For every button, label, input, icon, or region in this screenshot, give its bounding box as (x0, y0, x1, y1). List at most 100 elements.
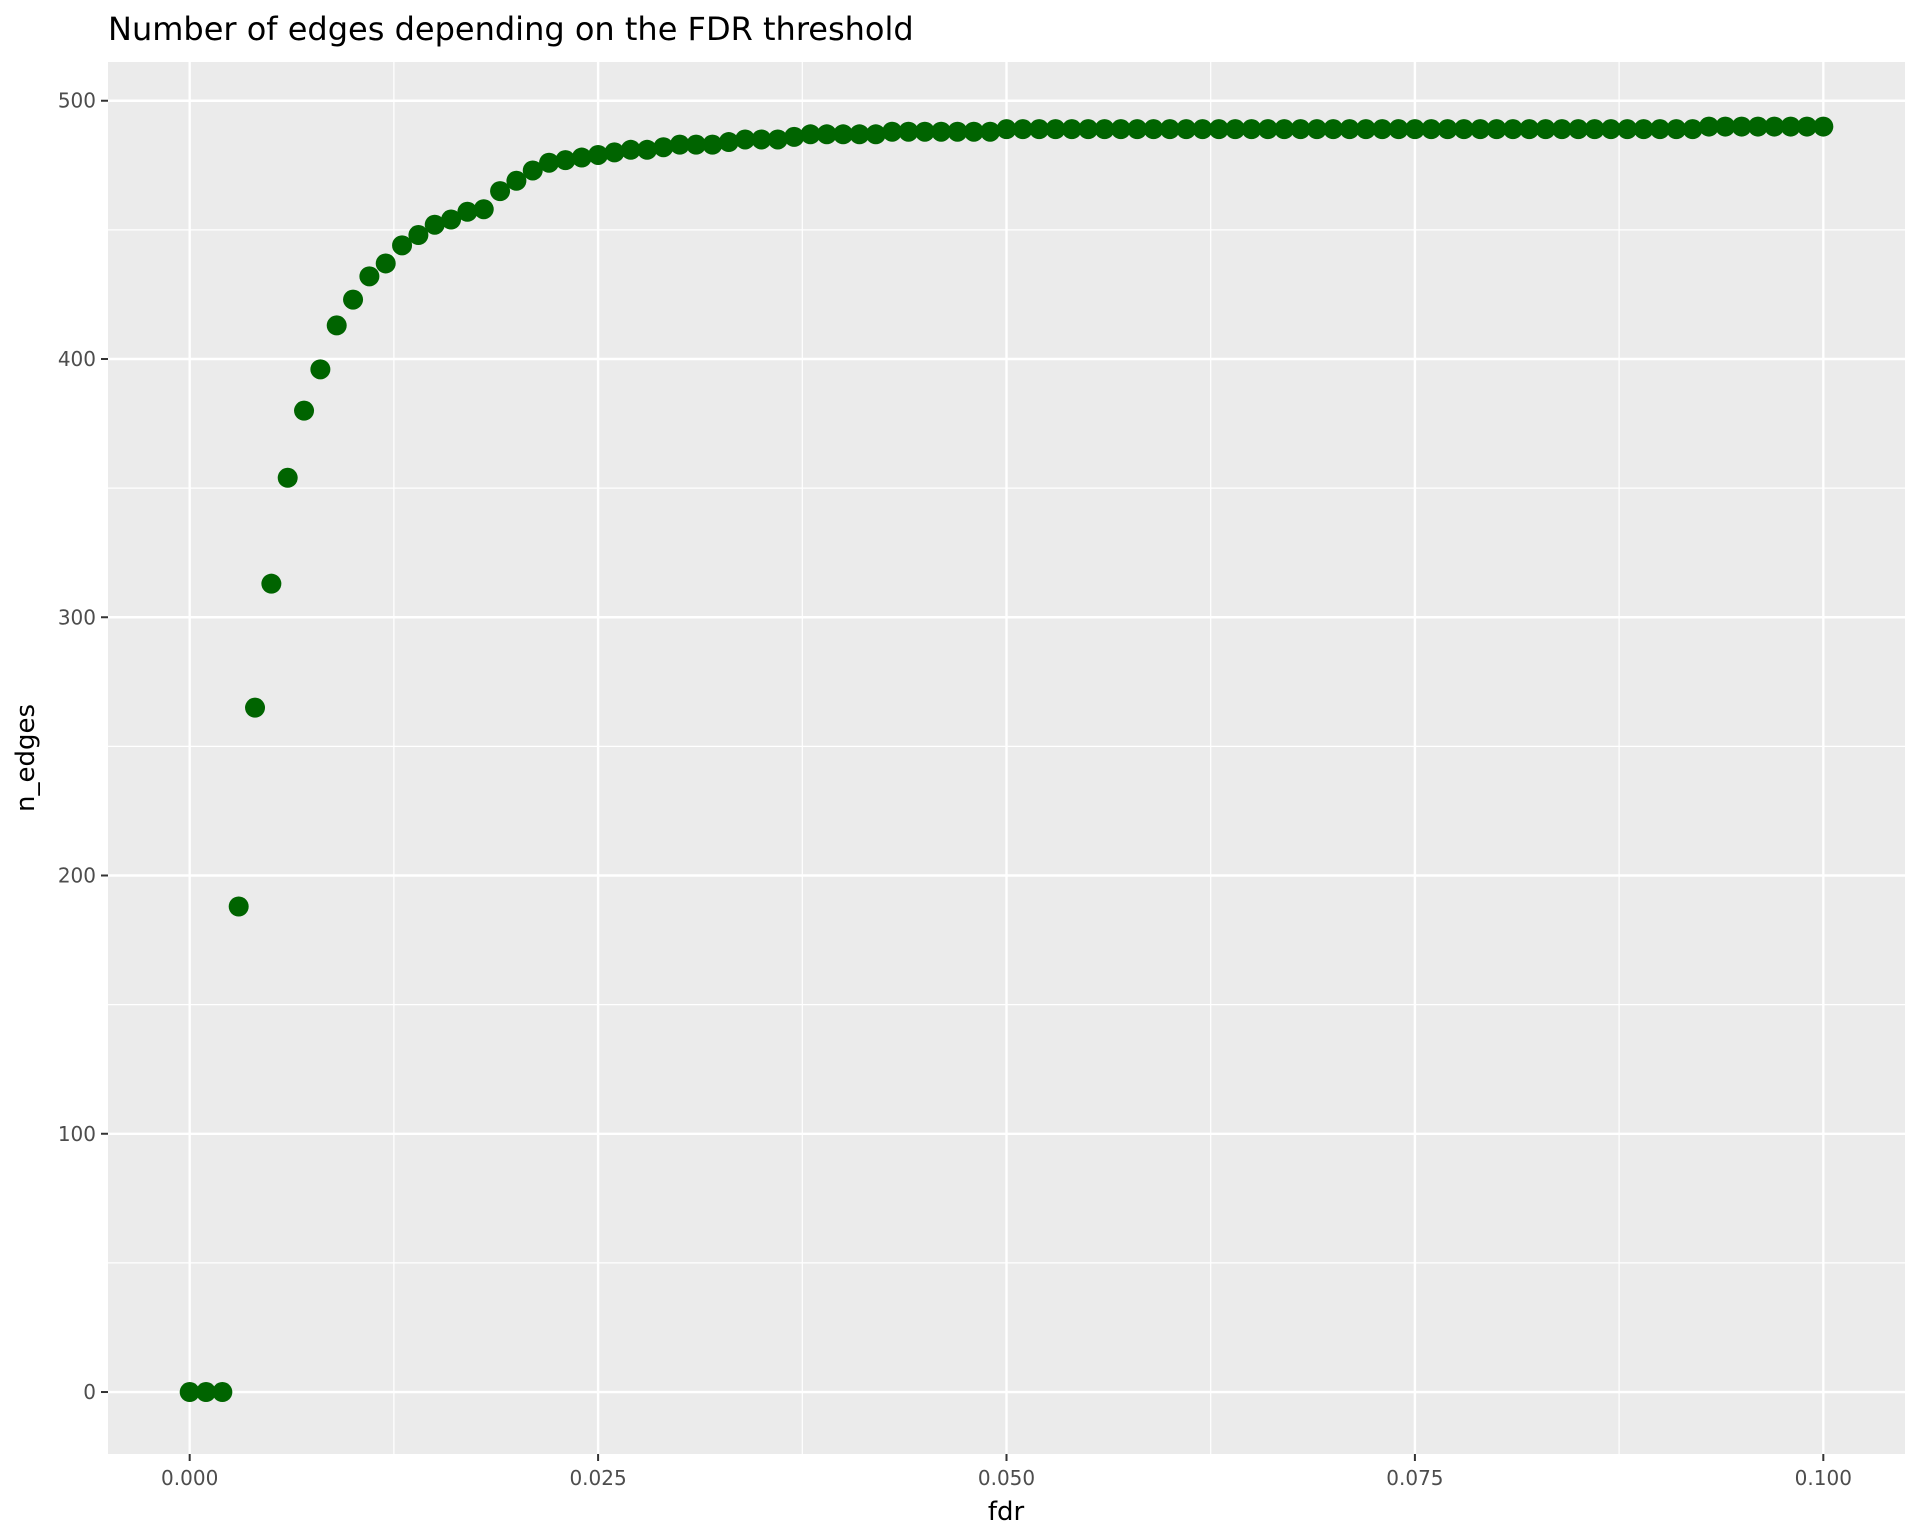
data-point (457, 201, 478, 222)
data-point (620, 139, 641, 160)
data-point (1323, 119, 1344, 140)
data-point (1568, 119, 1589, 140)
data-point (1306, 119, 1327, 140)
data-point (539, 152, 560, 173)
data-point (1192, 119, 1213, 140)
x-axis: 0.000 0.025 0.050 0.075 0.100 (161, 1454, 1852, 1490)
data-point (637, 139, 658, 160)
data-point (1127, 119, 1148, 140)
data-point (800, 124, 821, 145)
data-point (1551, 119, 1572, 140)
data-point (1045, 119, 1066, 140)
data-point (375, 253, 396, 274)
data-point (816, 124, 837, 145)
data-point (359, 266, 380, 287)
data-point (1421, 119, 1442, 140)
data-point (996, 119, 1017, 140)
y-tick-label: 300 (58, 605, 96, 629)
data-point (1617, 119, 1638, 140)
data-point (1470, 119, 1491, 140)
data-point (179, 1382, 200, 1403)
data-point (1747, 116, 1768, 137)
data-point (1257, 119, 1278, 140)
y-tick-label: 500 (58, 89, 96, 113)
data-point (1355, 119, 1376, 140)
data-point (718, 132, 739, 153)
data-point (1061, 119, 1082, 140)
data-point (1176, 119, 1197, 140)
data-point (833, 124, 854, 145)
data-point (1731, 116, 1752, 137)
data-point (702, 134, 723, 155)
x-tick-label: 0.000 (161, 1466, 218, 1490)
y-tick-label: 100 (58, 1122, 96, 1146)
data-point (196, 1382, 217, 1403)
data-point (1094, 119, 1115, 140)
data-point (1012, 119, 1033, 140)
data-point (1715, 116, 1736, 137)
data-point (1372, 119, 1393, 140)
y-tick-label: 0 (83, 1380, 96, 1404)
data-point (963, 121, 984, 142)
data-point (865, 124, 886, 145)
y-tick-label: 200 (58, 864, 96, 888)
x-axis-title: fdr (988, 1497, 1025, 1527)
data-point (1584, 119, 1605, 140)
data-point (490, 181, 511, 202)
data-point (1339, 119, 1360, 140)
data-point (1519, 119, 1540, 140)
data-point (277, 467, 298, 488)
data-point (408, 225, 429, 246)
data-point (1290, 119, 1311, 140)
data-point (947, 121, 968, 142)
data-point (1600, 119, 1621, 140)
data-point (914, 121, 935, 142)
data-point (1486, 119, 1507, 140)
data-point (473, 199, 494, 220)
data-point (1764, 116, 1785, 137)
data-point (326, 315, 347, 336)
data-point (735, 129, 756, 150)
data-point (980, 121, 1001, 142)
data-point (245, 697, 266, 718)
data-point (424, 214, 445, 235)
y-tick-label: 400 (58, 347, 96, 371)
data-point (588, 144, 609, 165)
data-point (1274, 119, 1295, 140)
x-tick-label: 0.050 (978, 1466, 1035, 1490)
data-point (686, 134, 707, 155)
data-point (1698, 116, 1719, 137)
data-point (849, 124, 870, 145)
data-point (1796, 116, 1817, 137)
data-point (212, 1382, 233, 1403)
y-axis-title: n_edges (11, 704, 41, 812)
data-point (343, 289, 364, 310)
x-tick-label: 0.025 (569, 1466, 626, 1490)
data-point (1241, 119, 1262, 140)
data-point (1388, 119, 1409, 140)
data-point (653, 137, 674, 158)
data-point (1535, 119, 1556, 140)
data-point (1453, 119, 1474, 140)
x-tick-label: 0.100 (1795, 1466, 1852, 1490)
data-point (261, 573, 282, 594)
data-point (522, 160, 543, 181)
data-point (571, 147, 592, 168)
chart-title: Number of edges depending on the FDR thr… (108, 10, 914, 48)
data-point (1502, 119, 1523, 140)
data-point (1110, 119, 1131, 140)
data-point (669, 134, 690, 155)
data-point (1666, 119, 1687, 140)
data-point (751, 129, 772, 150)
data-point (931, 121, 952, 142)
data-point (1682, 119, 1703, 140)
data-point (767, 129, 788, 150)
data-point (555, 150, 576, 171)
data-point (1225, 119, 1246, 140)
data-point (604, 142, 625, 163)
data-point (1029, 119, 1050, 140)
data-point (506, 170, 527, 191)
data-point (1780, 116, 1801, 137)
data-point (1159, 119, 1180, 140)
grid-major (108, 62, 1905, 1454)
